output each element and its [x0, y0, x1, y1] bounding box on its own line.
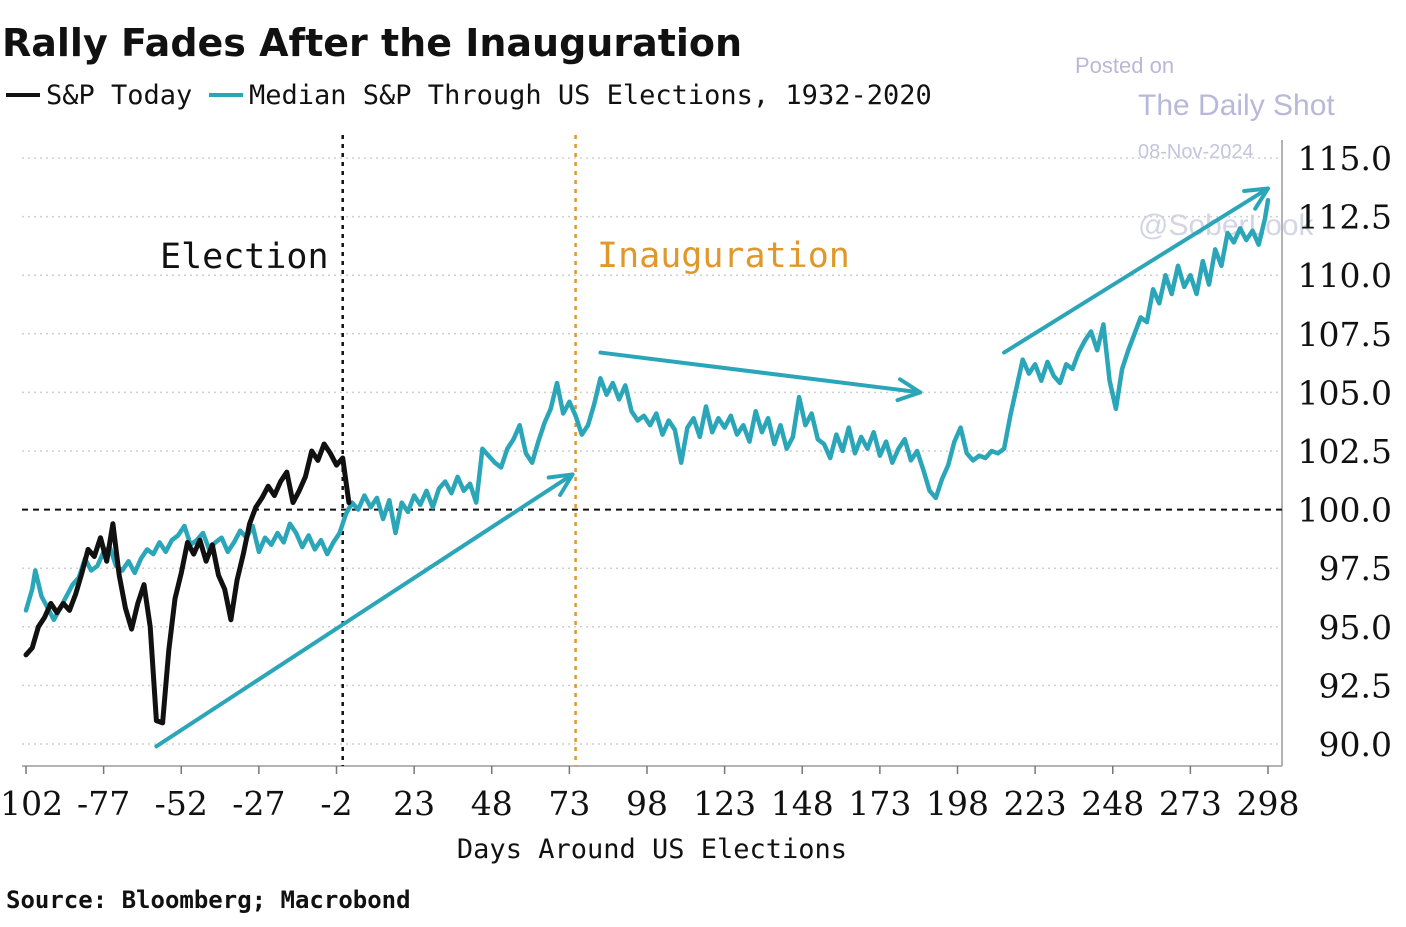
- y-tick-label: 90.0: [1319, 725, 1392, 764]
- watermark-posted-on: Posted on: [1075, 53, 1174, 78]
- x-tick-label: 73: [548, 784, 590, 823]
- x-tick-label: 98: [626, 784, 668, 823]
- x-tick-label: -77: [77, 784, 130, 823]
- x-axis-label: Days Around US Elections: [457, 834, 847, 865]
- legend-label-sp-today: S&P Today: [46, 80, 192, 111]
- x-tick-label: -102: [0, 784, 63, 823]
- x-tick-label: -2: [320, 784, 352, 823]
- y-tick-label: 107.5: [1298, 315, 1392, 354]
- x-tick-label: 148: [771, 784, 834, 823]
- watermark-site: The Daily Shot: [1138, 89, 1335, 122]
- y-tick-label: 112.5: [1298, 198, 1392, 237]
- event-label-election: Election: [160, 237, 329, 277]
- trend-arrow-head: [546, 472, 575, 498]
- series-lines: [23, 197, 1271, 726]
- watermark-date: 08-Nov-2024: [1138, 141, 1254, 163]
- x-tick-label: 298: [1237, 784, 1300, 823]
- y-tick-label: 105.0: [1298, 373, 1392, 412]
- y-tick-label: 110.0: [1298, 256, 1392, 295]
- trend-arrows: [154, 186, 1270, 749]
- gridlines: [22, 157, 1282, 745]
- trend-arrow-shaft: [1002, 186, 1270, 355]
- x-tick-label: 248: [1081, 784, 1144, 823]
- axes: [22, 140, 1283, 774]
- x-tick-label: -27: [232, 784, 285, 823]
- y-tick-label: 97.5: [1319, 549, 1392, 588]
- x-tick-label: 273: [1159, 784, 1222, 823]
- chart-title: Rally Fades After the Inauguration: [2, 21, 742, 65]
- x-tick-label: 173: [848, 784, 911, 823]
- x-tick-label: 23: [393, 784, 435, 823]
- y-tick-labels: 90.0 92.5 95.0 97.5 100.0 102.5 105.0 107.5 110.…: [1298, 139, 1392, 764]
- x-tick-label: 123: [693, 784, 756, 823]
- trend-arrow-1: [154, 472, 575, 749]
- y-tick-label: 95.0: [1319, 608, 1392, 647]
- source-note: Source: Bloomberg; Macrobond: [6, 886, 411, 914]
- series-line-sp-today: [23, 441, 352, 726]
- x-tick-label: 198: [926, 784, 989, 823]
- trend-arrow-shaft: [598, 350, 923, 395]
- x-tick-labels: -102 -77 -52 -27 -2 23 48 73 98 123 148 173 198 223 24…: [0, 784, 1300, 823]
- y-tick-label: 102.5: [1298, 432, 1392, 471]
- event-markers: Election Inauguration: [160, 135, 850, 766]
- y-tick-label: 100.0: [1298, 491, 1392, 530]
- watermark: Posted on The Daily Shot 08-Nov-2024 @So…: [1075, 53, 1335, 242]
- x-tick-label: 48: [471, 784, 513, 823]
- trend-arrow-shaft: [154, 472, 575, 749]
- trend-arrow-3: [1002, 186, 1270, 355]
- legend-label-median-sp: Median S&P Through US Elections, 1932-20…: [249, 80, 932, 111]
- trend-arrow-2: [598, 350, 923, 403]
- x-tick-label: -52: [155, 784, 208, 823]
- trend-arrow-head: [895, 377, 923, 403]
- y-tick-label: 92.5: [1319, 666, 1392, 705]
- series-line-median-sp: [23, 197, 1271, 623]
- x-tick-label: 223: [1004, 784, 1067, 823]
- legend: S&P Today Median S&P Through US Election…: [6, 80, 932, 111]
- y-tick-label: 115.0: [1298, 139, 1392, 178]
- event-label-inauguration: Inauguration: [597, 236, 850, 276]
- trend-arrow-head: [1242, 186, 1270, 211]
